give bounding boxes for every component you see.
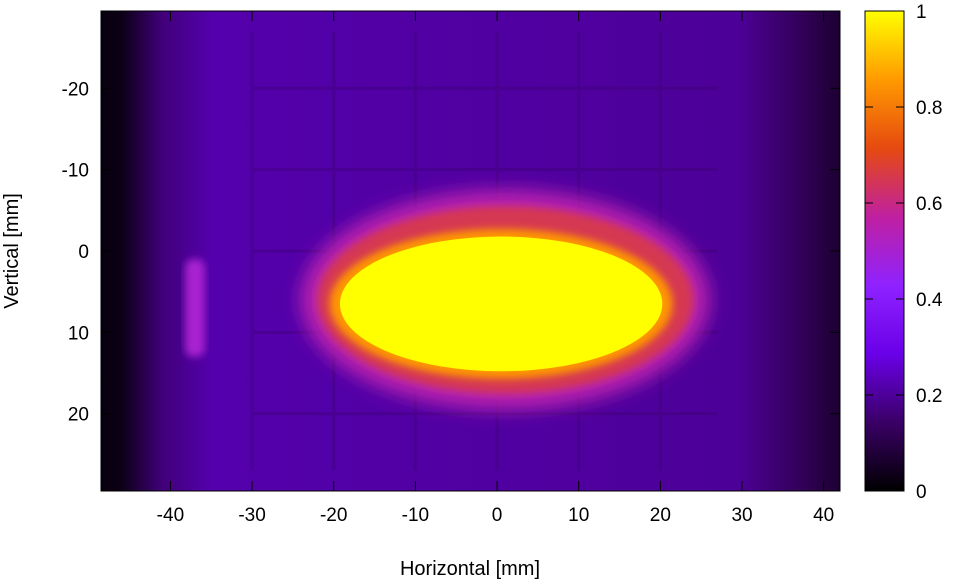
- y-tick-label: -10: [62, 161, 89, 182]
- colorbar: [864, 10, 905, 492]
- y-tick-label: 10: [68, 323, 89, 344]
- colorbar-tick-label: 0.2: [916, 386, 942, 407]
- colorbar-tick-label: 1: [916, 2, 927, 23]
- x-tick-label: 20: [650, 505, 671, 526]
- x-axis-title: Horizontal [mm]: [400, 558, 540, 580]
- x-tick-label: -30: [238, 505, 265, 526]
- colorbar-tick-label: 0: [916, 482, 927, 503]
- x-tick-label: -20: [320, 505, 347, 526]
- y-tick-label: 20: [68, 405, 89, 426]
- x-tick-label: 10: [568, 505, 589, 526]
- colorbar-tick-label: 0.6: [916, 194, 942, 215]
- x-tick-label: -40: [157, 505, 184, 526]
- colorbar-ticks: 0 0.2 0.4 0.6 0.8 1: [865, 2, 943, 503]
- x-tick-label: 0: [492, 505, 503, 526]
- colorbar-tick-label: 0.4: [916, 290, 943, 311]
- colorbar-tick-label: 0.8: [916, 98, 942, 119]
- x-tick-label: -10: [402, 505, 429, 526]
- axis-tick-labels: -40 -30 -20 -10 0 10 20 30 40 -20 -10 0 10 20: [62, 79, 835, 526]
- x-tick-label: 30: [731, 505, 752, 526]
- left-stripe: [185, 259, 205, 357]
- y-tick-label: -20: [62, 79, 89, 100]
- x-tick-label: 40: [813, 505, 834, 526]
- y-axis-title: Vertical [mm]: [1, 193, 23, 309]
- axis-ticks: [101, 11, 840, 491]
- y-tick-label: 0: [78, 242, 89, 263]
- heatmap-surface: [101, 11, 840, 491]
- hot-region: [339, 236, 663, 372]
